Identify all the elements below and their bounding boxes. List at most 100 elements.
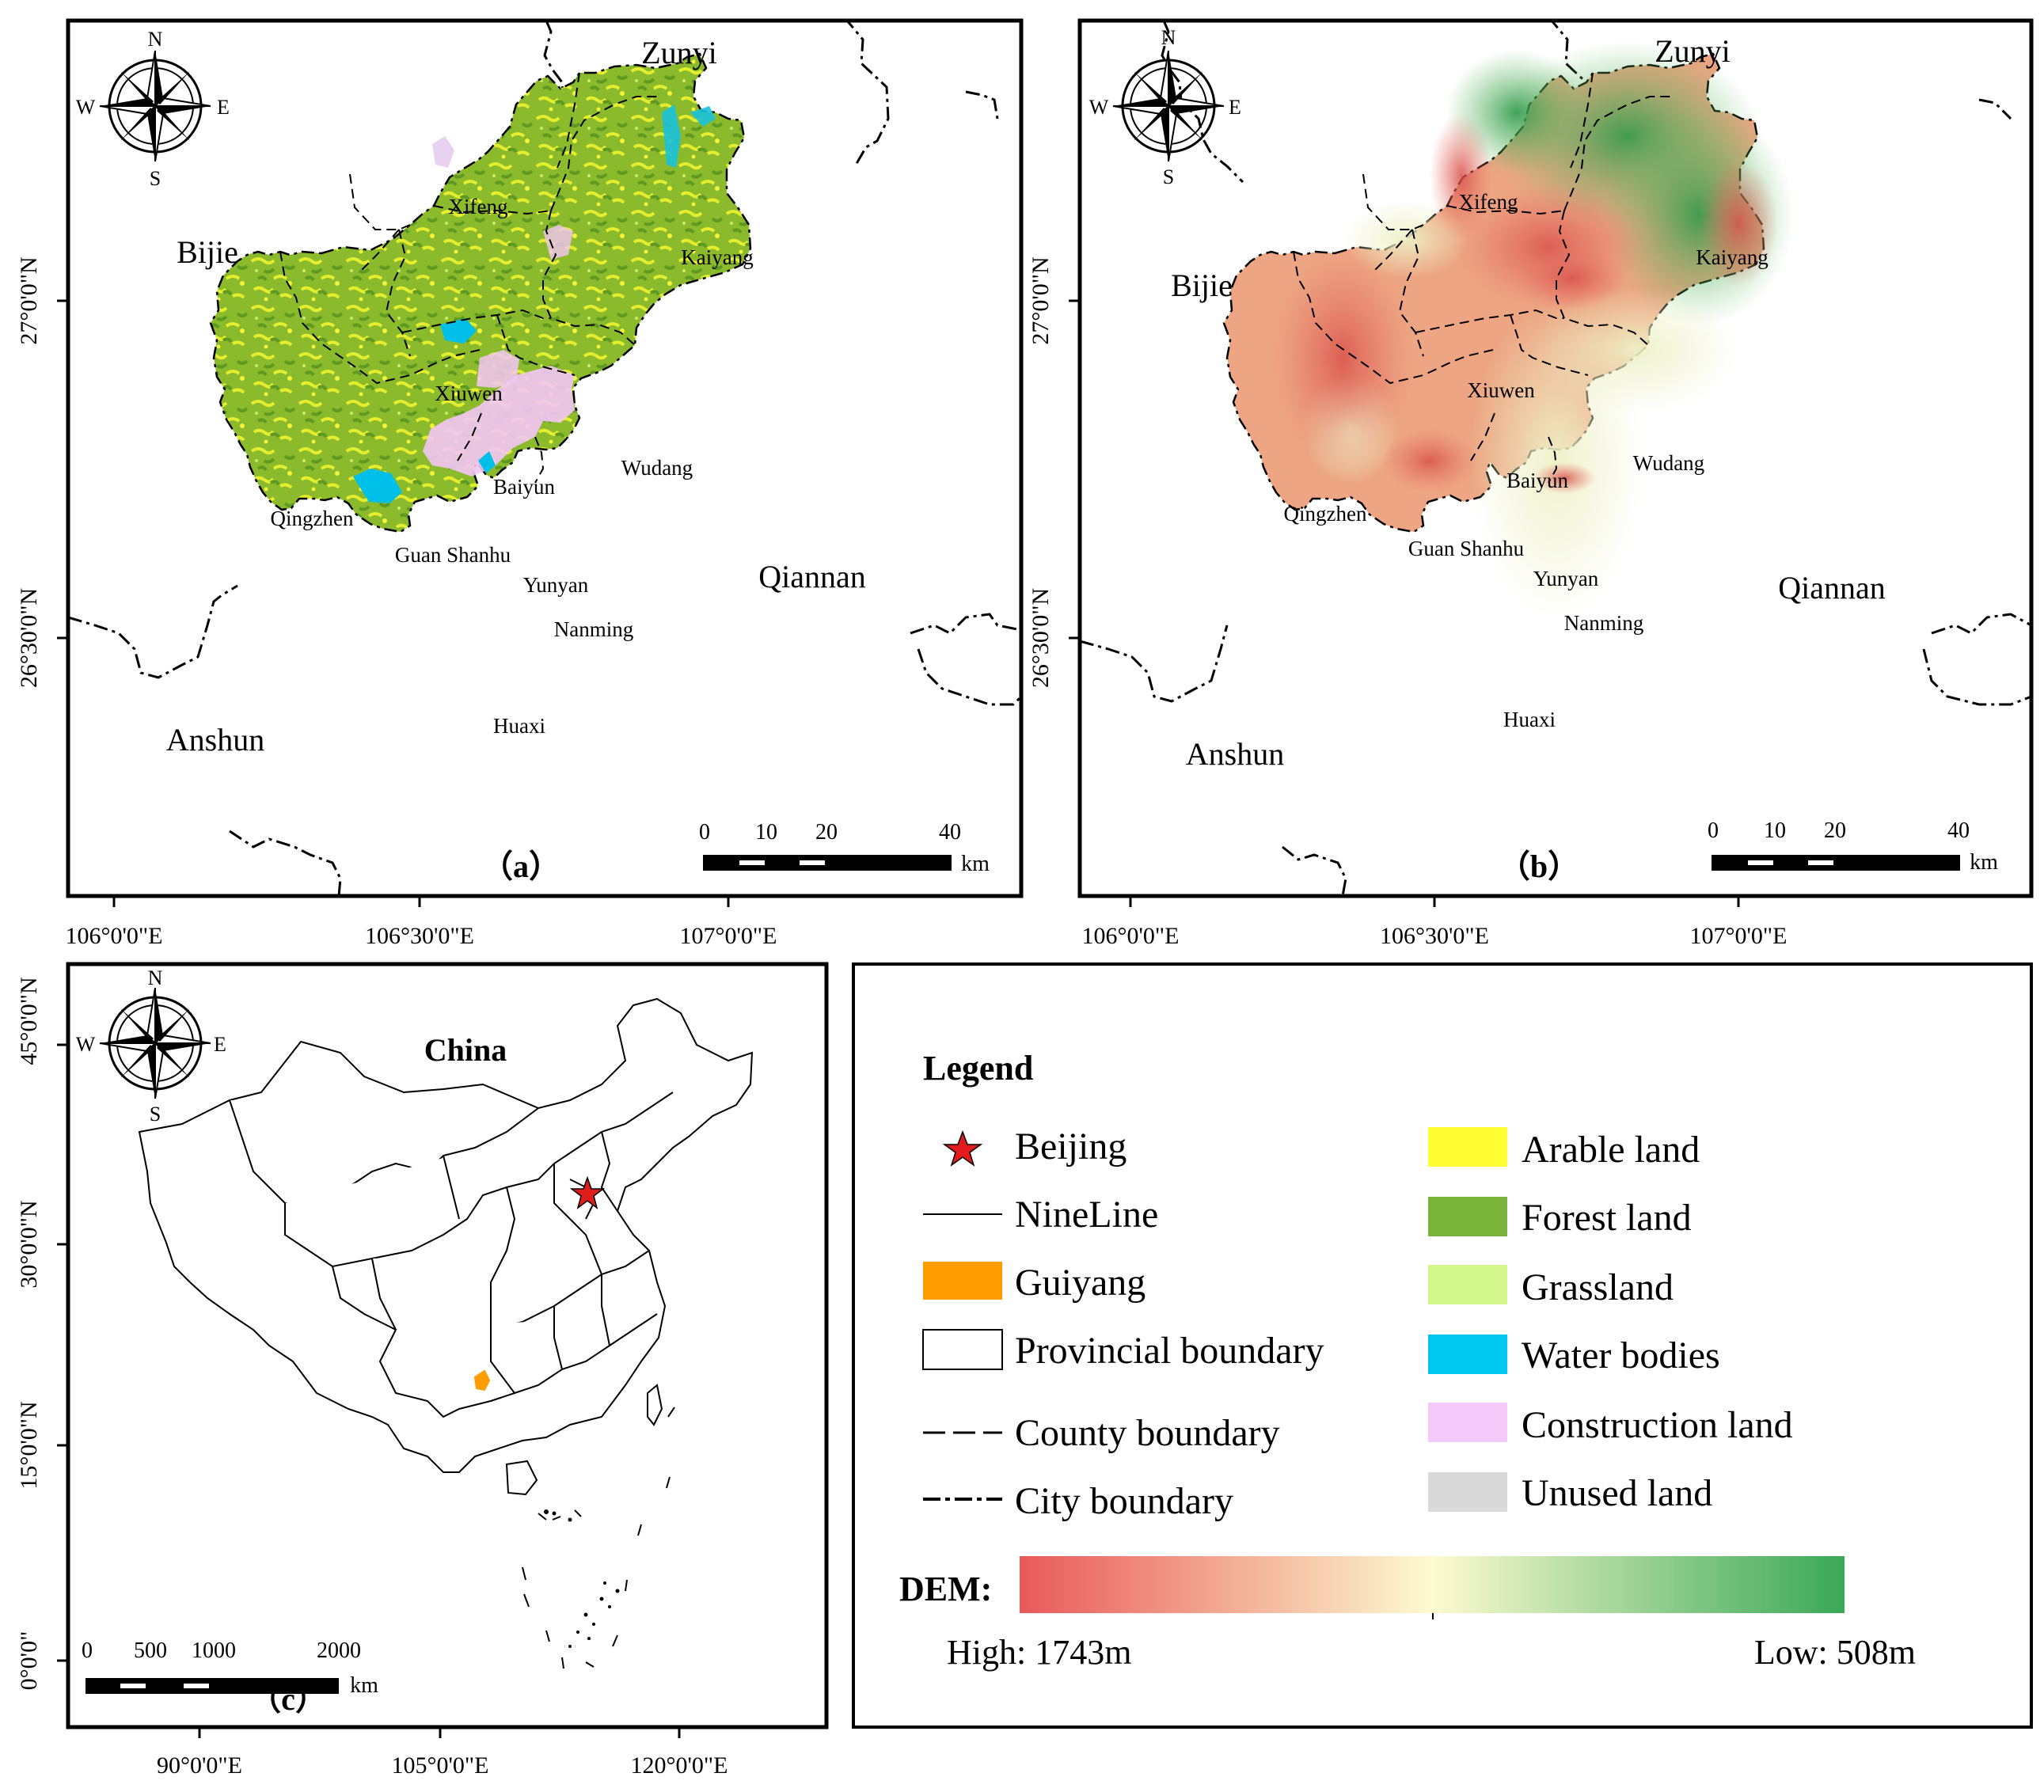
panel-a-lon-10630: 106°30'0"E xyxy=(365,923,474,949)
district-label-yunyan: Yunyan xyxy=(523,573,589,597)
panel-b-lat-27: 27°0'0"N xyxy=(1028,256,1054,344)
panel-b-compass-w: W xyxy=(1089,96,1109,119)
panel-c-scale-2000: 2000 xyxy=(317,1638,361,1663)
panel-b-lon-10630: 106°30'0"E xyxy=(1380,923,1489,949)
panel-b-lon-106: 106°0'0"E xyxy=(1082,923,1180,949)
panel-c-lat-0: 0°0'0" xyxy=(16,1631,42,1691)
region-label-zunyi: Zunyi xyxy=(1655,33,1731,69)
panel-c-lat-15: 15°0'0"N xyxy=(16,1401,42,1489)
panel-b-letter: （b） xyxy=(1499,849,1579,884)
panel-a-guiyang-landuse xyxy=(209,52,752,533)
district-label-xifeng: Xifeng xyxy=(449,195,508,218)
region-label-anshun: Anshun xyxy=(1186,736,1284,772)
legend-forest-swatch xyxy=(1428,1197,1507,1236)
panel-c-lon-90: 90°0'0"E xyxy=(157,1752,242,1779)
legend-arable-label: Arable land xyxy=(1522,1129,1700,1171)
panel-c-lon-105: 105°0'0"E xyxy=(392,1752,489,1779)
panel-b-compass-n: N xyxy=(1161,26,1176,49)
district-label-nanming: Nanming xyxy=(554,617,634,641)
district-label-qingzhen: Qingzhen xyxy=(1284,502,1367,526)
legend-water-swatch xyxy=(1428,1335,1507,1374)
legend-grassland-swatch xyxy=(1428,1265,1507,1304)
panel-c-compass-n: N xyxy=(148,966,163,989)
panel-a-scale-unit: km xyxy=(961,852,990,876)
panel-c-scale-unit: km xyxy=(350,1673,378,1698)
panel-a-letter: （a） xyxy=(481,849,560,884)
legend-title: Legend xyxy=(923,1049,1033,1088)
district-label-wudang: Wudang xyxy=(1633,451,1704,475)
district-label-qingzhen: Qingzhen xyxy=(271,507,354,530)
district-label-yunyan: Yunyan xyxy=(1533,567,1599,590)
guiyang-marker xyxy=(473,1369,491,1391)
panel-a-compass-w: W xyxy=(76,96,96,119)
panel-a-compass-icon xyxy=(99,50,211,162)
panel-a-scale-40: 40 xyxy=(939,820,961,845)
panel-b-compass-e: E xyxy=(1229,96,1241,119)
panel-a-ticks xyxy=(57,299,730,907)
panel-a-scale-10: 10 xyxy=(755,820,777,845)
china-map xyxy=(138,997,754,1496)
legend-beijing-star-icon xyxy=(942,1129,983,1167)
legend-dem-high: High: 1743m xyxy=(947,1633,1131,1672)
legend-guiyang-symbol xyxy=(923,1262,1002,1300)
panel-a-lon-106: 106°0'0"E xyxy=(66,923,163,949)
panel-a-scale-0: 0 xyxy=(699,820,710,845)
legend-construction-swatch xyxy=(1428,1403,1507,1442)
panel-b-scale-40: 40 xyxy=(1947,818,1970,843)
region-label-zunyi: Zunyi xyxy=(641,35,717,70)
district-label-wudang: Wudang xyxy=(621,456,693,480)
legend-unused-swatch xyxy=(1428,1472,1507,1512)
region-label-bijie: Bijie xyxy=(1171,268,1233,303)
legend-panel: Legend Beijing NineLine Guiyang Provinci… xyxy=(852,962,2033,1729)
district-label-nanming: Nanming xyxy=(1564,611,1644,635)
legend-dem-low: Low: 508m xyxy=(1754,1633,1916,1672)
legend-grassland-label: Grassland xyxy=(1522,1266,1674,1308)
panel-b-ticks xyxy=(1069,299,1740,907)
panel-b-scale-0: 0 xyxy=(1708,818,1719,843)
panel-c-title: China xyxy=(424,1032,507,1068)
legend-unused-label: Unused land xyxy=(1522,1472,1712,1514)
district-label-huaxi: Huaxi xyxy=(493,714,545,738)
panel-c-scale-500: 500 xyxy=(134,1638,167,1663)
district-label-xifeng: Xifeng xyxy=(1459,190,1518,214)
legend-forest-label: Forest land xyxy=(1522,1197,1692,1239)
legend-beijing-label: Beijing xyxy=(1015,1126,1126,1167)
panel-c-compass-e: E xyxy=(214,1033,226,1056)
legend-provincial-label: Provincial boundary xyxy=(1015,1330,1324,1372)
panel-c-scale-bar xyxy=(85,1678,339,1694)
panel-a-compass-n: N xyxy=(148,28,163,51)
panel-a-lat-27: 27°0'0"N xyxy=(16,256,42,344)
panel-a-scale-bar xyxy=(703,855,952,871)
panel-c-lon-120: 120°0'0"E xyxy=(631,1752,728,1779)
panel-c: China （c） xyxy=(16,962,829,1779)
panel-b-lon-107: 107°0'0"E xyxy=(1690,923,1788,949)
region-label-anshun: Anshun xyxy=(166,722,264,757)
legend-guiyang-label: Guiyang xyxy=(1015,1262,1145,1304)
panel-b-guiyang-dem xyxy=(1222,41,1794,619)
panel-c-lat-30: 30°0'0"N xyxy=(16,1200,42,1288)
panel-c-compass-icon xyxy=(99,987,211,1099)
district-label-kaiyang: Kaiyang xyxy=(1696,245,1768,269)
panel-b-compass-s: S xyxy=(1163,165,1174,188)
region-label-bijie: Bijie xyxy=(177,234,238,270)
legend-construction-label: Construction land xyxy=(1522,1404,1793,1446)
panel-b-scale-10: 10 xyxy=(1764,818,1786,843)
panel-b-scale-bar xyxy=(1712,855,1960,871)
legend-provincial-symbol xyxy=(922,1329,1003,1370)
panel-c-lat-45: 45°0'0"N xyxy=(16,977,42,1065)
district-label-baiyun: Baiyun xyxy=(493,475,555,499)
panel-c-scale-1000: 1000 xyxy=(192,1638,236,1663)
panel-b-compass-icon xyxy=(1112,50,1225,162)
panel-c-compass-w: W xyxy=(76,1033,96,1056)
district-label-guanshanhu: Guan Shanhu xyxy=(1408,537,1525,560)
legend-dem-label: DEM: xyxy=(899,1570,992,1608)
district-label-huaxi: Huaxi xyxy=(1503,708,1556,731)
district-label-xiuwen: Xiuwen xyxy=(435,382,503,405)
beijing-star-icon xyxy=(569,1175,606,1209)
south-china-sea-islands xyxy=(544,1509,620,1648)
panel-a-compass-s: S xyxy=(150,167,161,190)
legend-dem-colorbar xyxy=(1020,1556,1845,1613)
nine-line xyxy=(522,1407,675,1669)
panel-a-compass-e: E xyxy=(217,96,230,119)
